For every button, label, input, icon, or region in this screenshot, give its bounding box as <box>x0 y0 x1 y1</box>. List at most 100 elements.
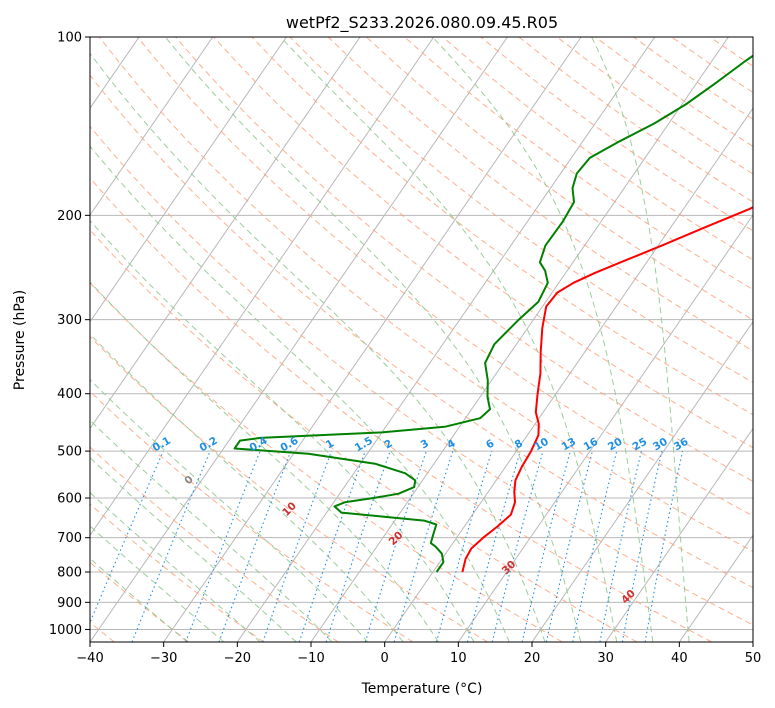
mixing-ratio-line <box>325 450 391 642</box>
dry-adiabat-label: 20 <box>387 529 406 548</box>
y-tick-label: 900 <box>57 596 82 611</box>
mixing-ratio-label: 3 <box>419 437 431 451</box>
dry-adiabat-line <box>90 503 264 642</box>
isotherm-line <box>90 37 361 430</box>
chart-title: wetPf2_S233.2026.080.09.45.R05 <box>286 13 558 33</box>
y-tick-label: 100 <box>57 31 82 46</box>
mixing-ratio-line <box>545 450 593 642</box>
mixing-ratio-label: 8 <box>513 437 525 451</box>
isotherm-line <box>236 37 656 642</box>
mixing-ratio-line <box>298 450 366 642</box>
profile-lines <box>233 54 753 573</box>
moist-adiabat-line <box>90 333 404 642</box>
y-tick-label: 500 <box>57 445 82 460</box>
mixing-ratio-line <box>364 450 427 642</box>
isotherm-line <box>163 37 582 642</box>
moist-adiabat-line <box>280 37 618 642</box>
isotherm-line <box>90 37 435 537</box>
isotherm-line <box>457 214 753 642</box>
y-tick-label: 700 <box>57 531 82 546</box>
moist-adiabat-line <box>90 145 510 642</box>
dry-adiabat-line <box>90 125 753 626</box>
y-axis-title: Pressure (hPa) <box>12 290 28 390</box>
isotherm-line <box>90 37 214 216</box>
dry-adiabat-line <box>90 390 414 642</box>
dry-adiabat-line <box>175 37 753 483</box>
dry-adiabat-line <box>327 37 753 352</box>
temperature-profile-line <box>461 206 753 573</box>
y-axis: 100 200 300 400 500 600 700 800 900 1000 <box>49 31 90 638</box>
x-axis: −40 −30 −20 −10 0 10 20 30 40 50 <box>76 642 761 666</box>
dry-adiabat-label: 0 <box>182 473 196 487</box>
moist-adiabat-line <box>90 525 225 642</box>
x-tick-label: −40 <box>76 651 103 666</box>
isotherm-line <box>384 107 753 642</box>
dry-adiabat-line <box>90 335 488 642</box>
dry-adiabat-line <box>90 446 339 642</box>
y-tick-label: 400 <box>57 387 82 402</box>
moist-adiabat-line <box>90 219 475 642</box>
x-tick-label: 0 <box>381 651 389 666</box>
dry-adiabat-line <box>213 37 753 449</box>
dry-adiabat-line <box>90 561 190 642</box>
x-tick-label: −30 <box>150 651 177 666</box>
mixing-ratio-label: 2 <box>382 437 394 451</box>
dry-adiabat-line <box>90 74 753 589</box>
isotherm-line <box>678 534 753 642</box>
dry-adiabat-line <box>90 282 563 642</box>
isotherm-line <box>605 427 753 642</box>
plot-frame <box>89 36 754 643</box>
dry-adiabat-line <box>404 37 753 291</box>
dry-adiabat-line <box>442 37 753 261</box>
moist-adiabat-line <box>90 457 297 642</box>
x-tick-label: 10 <box>450 651 467 666</box>
mixing-ratio-line <box>621 450 663 642</box>
dry-adiabat-line <box>633 37 753 120</box>
dry-adiabat-label: 30 <box>500 558 519 577</box>
y-tick-label: 1000 <box>49 623 82 638</box>
moist-adiabat-line <box>90 52 546 642</box>
x-tick-label: 30 <box>597 651 614 666</box>
x-tick-label: 40 <box>671 651 688 666</box>
dry-adiabat-line <box>366 37 753 321</box>
dry-adiabat-line <box>480 37 753 232</box>
y-tick-label: 600 <box>57 492 82 507</box>
mixing-ratio-label: 4 <box>445 437 457 451</box>
mixing-ratio-line <box>90 450 164 624</box>
dry-adiabat-line <box>98 37 753 552</box>
x-tick-label: −20 <box>224 651 251 666</box>
isopleth-labels: 0.10.20.40.611.52346810131620253036-100-… <box>0 335 690 606</box>
dry-adiabat-line <box>90 229 638 642</box>
isotherm-line <box>531 320 753 642</box>
dry-adiabat-label: -10 <box>0 335 3 357</box>
dry-adiabat-line <box>137 37 753 517</box>
x-tick-label: 50 <box>745 651 762 666</box>
moist-adiabat-line <box>90 419 333 642</box>
moist-adiabat-line <box>90 491 261 642</box>
dry-adiabat-line <box>90 177 712 642</box>
mixing-ratio-line <box>131 450 211 642</box>
moist-adiabat-line <box>90 281 439 642</box>
y-tick-label: 200 <box>57 209 82 224</box>
x-tick-label: 20 <box>524 651 541 666</box>
isotherm-line <box>90 37 287 323</box>
dry-adiabat-label: 40 <box>619 587 638 606</box>
dewpoint-profile-line <box>233 54 753 573</box>
x-axis-title: Temperature (°C) <box>361 681 483 697</box>
x-tick-label: −10 <box>297 651 324 666</box>
background-lines <box>90 37 753 642</box>
mixing-ratio-line <box>466 450 521 642</box>
mixing-ratio-line <box>218 450 292 642</box>
mixing-ratio-line <box>644 450 684 642</box>
moist-adiabat-line <box>90 557 188 642</box>
dry-adiabat-label: 10 <box>280 500 299 519</box>
moist-adiabat-line <box>591 37 690 642</box>
dry-adiabat-line <box>251 37 753 416</box>
mixing-ratio-label: 6 <box>484 437 496 451</box>
y-tick-label: 800 <box>57 566 82 581</box>
mixing-ratio-line <box>435 450 493 642</box>
moist-adiabat-line <box>90 378 369 642</box>
isotherm-line <box>90 37 508 642</box>
y-tick-label: 300 <box>57 313 82 328</box>
